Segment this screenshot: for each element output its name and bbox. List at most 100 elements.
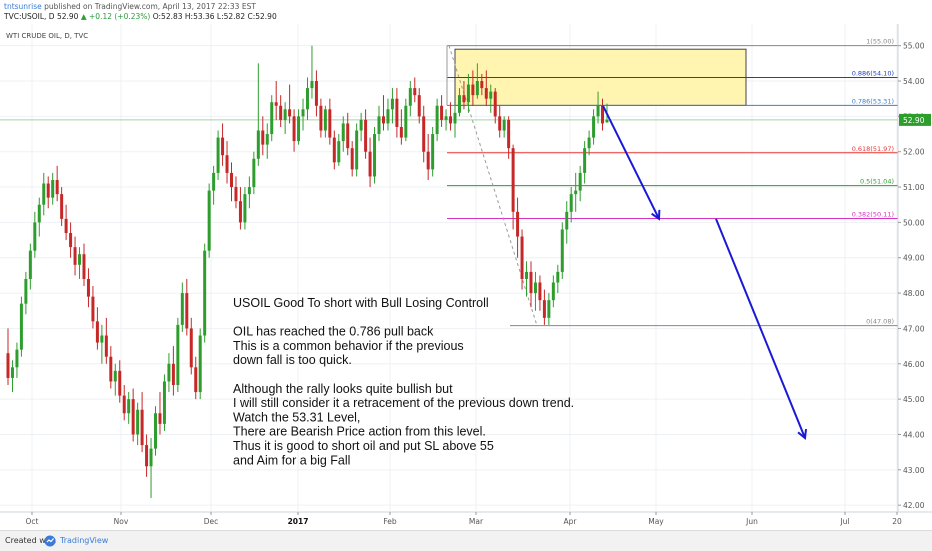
candle-body <box>578 172 582 191</box>
annotation-line: Although the rally looks quite bullish b… <box>233 382 453 396</box>
candle-body <box>533 282 537 294</box>
published-text: published on TradingView.com, April 13, … <box>44 2 256 11</box>
fib-level-label: 0.382(50.11) <box>852 211 894 219</box>
time-tick-label: Jun <box>745 517 758 526</box>
candle-body <box>19 303 23 350</box>
header-bar: tntsunrise published on TradingView.com,… <box>0 0 932 24</box>
candle-body <box>373 134 377 177</box>
candle-body <box>359 119 363 131</box>
candle-body <box>305 88 309 110</box>
annotation-line: down fall is too quick. <box>233 353 352 367</box>
fib-level-label: 1(55.00) <box>866 38 894 46</box>
candle-body <box>350 148 354 170</box>
candle-body <box>185 293 189 329</box>
price-axis[interactable]: 42.00 43.00 44.00 45.00 46.00 47.00 48.00 49.00… <box>897 24 932 512</box>
candle-body <box>100 335 104 343</box>
candle-body <box>453 112 457 124</box>
projection-arrow-line[interactable] <box>715 218 806 439</box>
candle-body <box>149 448 153 467</box>
candle-body <box>386 109 390 124</box>
candle-body <box>529 271 533 294</box>
candle-body <box>525 271 529 279</box>
candle-body <box>28 250 32 279</box>
candle-body <box>516 211 520 237</box>
price-tick-label: 54.00 <box>903 77 925 86</box>
candle-body <box>560 229 564 272</box>
candle-body <box>466 84 470 103</box>
price-tick-label: 50.00 <box>903 218 925 227</box>
price-tick-label: 42.00 <box>903 501 925 510</box>
author-link[interactable]: tntsunrise <box>4 2 42 11</box>
candle-body <box>216 137 220 173</box>
candle-body <box>404 105 408 138</box>
candle-body <box>538 282 542 301</box>
candle-body <box>413 88 417 96</box>
price-tick-label: 46.00 <box>903 360 925 369</box>
candle-body <box>364 119 368 152</box>
candle-body <box>24 278 28 304</box>
time-tick-label: May <box>648 517 664 526</box>
candle-body <box>422 116 426 152</box>
annotation-line: I will still consider it a retracement o… <box>233 396 574 410</box>
candle-body <box>136 409 140 435</box>
candle-body <box>198 335 202 393</box>
arrow-head-icon <box>797 428 808 440</box>
time-tick-label: Mar <box>469 517 484 526</box>
candle-body <box>171 363 175 385</box>
time-tick-label: Feb <box>383 517 397 526</box>
candle-body <box>60 194 64 219</box>
time-tick-label: 2017 <box>288 517 309 526</box>
candle-body <box>42 183 46 205</box>
candle-body <box>33 222 37 251</box>
candle-body <box>46 183 50 198</box>
footer-bar: Created with TradingView <box>0 530 932 551</box>
price-chart[interactable]: WTI CRUDE OIL, D, TVC 1(55.00) 0.886(54.1… <box>0 24 932 530</box>
annotation-line: and Aim for a big Fall <box>233 453 350 467</box>
last-price-badge <box>899 113 931 126</box>
annotation-line: Thus it is good to short oil and put SL … <box>233 439 494 453</box>
candle-body <box>346 123 350 149</box>
candle-body <box>431 134 435 170</box>
candle-body <box>323 109 327 131</box>
annotation-text[interactable]: USOIL Good To short with Bull Losing Con… <box>233 296 574 467</box>
candle-body <box>265 134 269 145</box>
candle-body <box>91 296 95 322</box>
candle-body <box>511 148 515 212</box>
candle-body <box>283 109 287 120</box>
candle-body <box>368 151 372 177</box>
candle-body <box>180 293 184 325</box>
candle-body <box>493 91 497 117</box>
candle-body <box>565 211 569 230</box>
candle-body <box>457 95 461 113</box>
candle-body <box>381 116 385 124</box>
candle-body <box>73 247 77 265</box>
candle-body <box>297 116 301 142</box>
projection-arrow-line[interactable] <box>602 105 660 220</box>
projection-arrows[interactable] <box>602 105 808 440</box>
candle-body <box>158 413 162 424</box>
chart-title: WTI CRUDE OIL, D, TVC <box>6 32 88 40</box>
candle-body <box>37 204 41 223</box>
candle-body <box>221 137 225 156</box>
candle-body <box>162 381 166 424</box>
created-with-label: Created with <box>5 536 57 545</box>
tradingview-link[interactable]: TradingView <box>60 536 109 545</box>
candle-body <box>605 119 609 123</box>
publish-info: tntsunrise published on TradingView.com,… <box>4 2 256 11</box>
candle-body <box>109 356 113 382</box>
time-tick-label: Oct <box>26 517 39 526</box>
fib-level-label: 0(47.08) <box>866 318 894 326</box>
candle-body <box>64 218 68 234</box>
candle-body <box>212 172 216 191</box>
candle-body <box>127 399 131 414</box>
candle-body <box>377 116 381 135</box>
candle-body <box>292 116 296 142</box>
candle-body <box>230 172 233 188</box>
candle-body <box>234 187 238 202</box>
candle-body <box>225 155 229 173</box>
time-axis[interactable]: Oct Nov Dec 2017 Feb Mar Apr May Jun Jul 20 <box>0 511 932 526</box>
candle-body <box>189 328 193 368</box>
time-tick-label: Dec <box>204 517 219 526</box>
candle-body <box>355 130 359 170</box>
symbol-info: TVC:USOIL, D 52.90 ▲ +0.12 (+0.23%) O:52… <box>4 12 277 21</box>
